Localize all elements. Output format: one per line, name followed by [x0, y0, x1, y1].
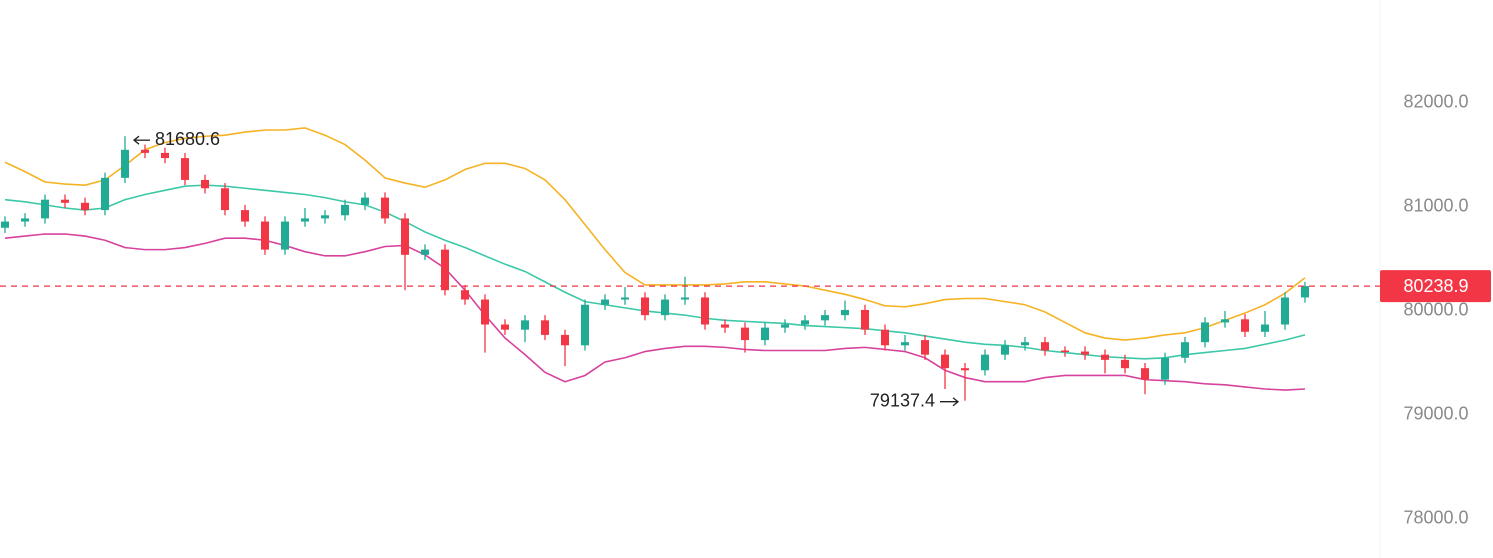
candle-body — [1281, 297, 1289, 325]
y-tick-label: 82000.0 — [1403, 92, 1468, 112]
candle-body — [921, 340, 929, 355]
candle-body — [141, 149, 149, 153]
candle-body — [661, 299, 669, 316]
candle-body — [621, 297, 629, 300]
candle-body — [881, 329, 889, 346]
candle-body — [401, 218, 409, 255]
annotation-label: 79137.4 — [870, 390, 935, 410]
candle-body — [521, 320, 529, 330]
candle-body — [121, 149, 129, 178]
band-line — [4, 233, 1306, 391]
candle-body — [341, 204, 349, 216]
candle-body — [1221, 319, 1229, 323]
candle-body — [1161, 357, 1169, 380]
candle-body — [601, 299, 609, 305]
candle-body — [481, 299, 489, 325]
candle-body — [241, 210, 249, 222]
candle-body — [641, 297, 649, 316]
candle-body — [761, 327, 769, 341]
candle-body — [681, 297, 689, 300]
candle-body — [1001, 345, 1009, 355]
candle-body — [301, 218, 309, 222]
candle-body — [941, 354, 949, 369]
candle-body — [1181, 342, 1189, 358]
candle-body — [501, 324, 509, 330]
candle-body — [461, 290, 469, 300]
candle-body — [421, 249, 429, 255]
candle-body — [1101, 354, 1109, 360]
candle-body — [261, 221, 269, 250]
candle-body — [1201, 322, 1209, 343]
candle-body — [281, 221, 289, 250]
candle-body — [701, 297, 709, 325]
candle-body — [1261, 324, 1269, 332]
candle-body — [181, 158, 189, 180]
candle-body — [821, 315, 829, 321]
y-tick-label: 81000.0 — [1403, 196, 1468, 216]
y-tick-label: 79000.0 — [1403, 404, 1468, 424]
annotation-label: 81680.6 — [155, 129, 220, 149]
candle-body — [981, 354, 989, 371]
candle-body — [381, 197, 389, 219]
last-price-box — [1380, 270, 1491, 303]
candle-body — [801, 320, 809, 325]
candle-body — [741, 327, 749, 341]
candle-body — [1081, 351, 1089, 355]
candle-body — [441, 249, 449, 291]
candle-body — [1061, 350, 1069, 353]
annotation-arrowhead — [132, 135, 140, 145]
candle-body — [161, 152, 169, 159]
candle-body — [1121, 359, 1129, 369]
candle-body — [901, 342, 909, 346]
y-tick-label: 78000.0 — [1403, 508, 1468, 528]
candle-body — [1021, 342, 1029, 346]
candle-body — [101, 177, 109, 211]
candle-body — [1301, 286, 1309, 298]
candle-body — [221, 188, 229, 211]
candle-body — [61, 199, 69, 203]
candle-body — [1141, 368, 1149, 380]
last-price-label: 80238.9 — [1403, 276, 1468, 296]
candle-body — [1041, 342, 1049, 351]
candle-body — [841, 309, 849, 316]
candle-body — [361, 197, 369, 205]
candle-body — [321, 215, 329, 219]
candle-body — [41, 199, 49, 219]
band-line — [4, 127, 1306, 341]
candle-body — [961, 368, 969, 371]
candle-body — [581, 304, 589, 346]
candle-body — [1, 221, 9, 228]
candle-body — [721, 324, 729, 328]
annotation-arrowhead — [952, 397, 960, 407]
candle-body — [781, 324, 789, 328]
candle-body — [201, 179, 209, 189]
candle-body — [21, 218, 29, 222]
y-tick-label: 80000.0 — [1403, 300, 1468, 320]
candle-body — [541, 320, 549, 335]
candle-body — [1241, 319, 1249, 332]
candle-body — [861, 309, 869, 330]
candle-body — [81, 202, 89, 211]
candle-body — [561, 334, 569, 346]
band-line — [4, 184, 1306, 360]
